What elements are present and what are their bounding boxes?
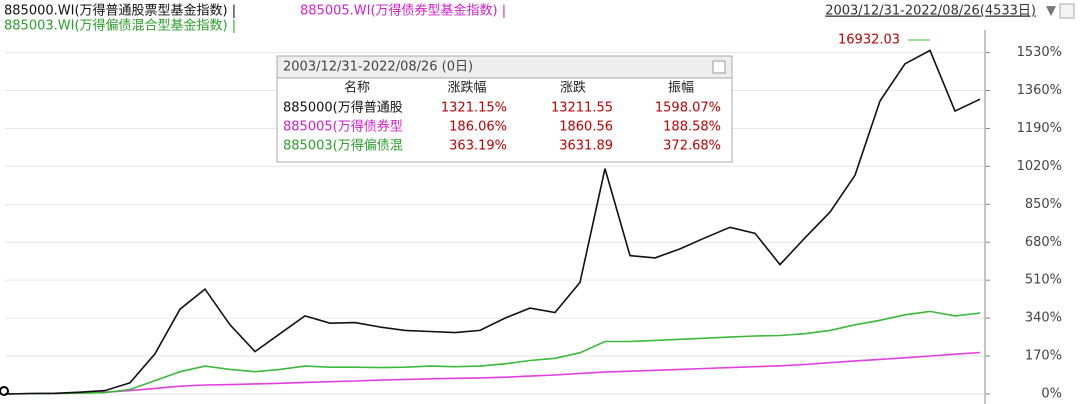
table-cell: 188.58% bbox=[663, 120, 721, 135]
data-line bbox=[4, 351, 981, 395]
y-tick-label: 0% bbox=[1041, 386, 1062, 401]
table-cell: 1860.56 bbox=[559, 120, 613, 135]
dropdown-icon[interactable]: ▼ bbox=[1046, 4, 1056, 19]
table-cell: 363.19% bbox=[449, 139, 507, 154]
table-cell: 885005(万得债券型 bbox=[283, 119, 403, 135]
y-tick-label: 1190% bbox=[1017, 121, 1062, 136]
table-cell: 1598.07% bbox=[655, 101, 721, 116]
table-cell: 885003(万得偏债混 bbox=[283, 138, 403, 154]
data-line bbox=[4, 310, 981, 395]
close-button[interactable] bbox=[712, 60, 726, 74]
legend-entry: 885003.WI(万得偏债混合型基金指数) | bbox=[4, 18, 236, 34]
legend-entry: 885005.WI(万得债券型基金指数) | bbox=[300, 3, 506, 19]
max-annotation: 16932.03 bbox=[838, 33, 900, 48]
table-header: 涨跌 bbox=[560, 80, 586, 96]
table-cell: 3631.89 bbox=[559, 139, 613, 154]
y-tick-label: 170% bbox=[1025, 349, 1062, 364]
y-tick-label: 340% bbox=[1025, 311, 1062, 326]
menu-icon[interactable] bbox=[1059, 3, 1075, 19]
table-cell: 885000(万得普通股 bbox=[283, 100, 403, 116]
table-header: 振幅 bbox=[668, 81, 694, 96]
table-header: 涨跌幅 bbox=[447, 80, 486, 96]
table-cell: 372.68% bbox=[663, 139, 721, 154]
date-range: 2003/12/31-2022/08/26(4533日) bbox=[825, 4, 1036, 19]
origin-marker bbox=[0, 386, 9, 396]
info-box-title: 2003/12/31-2022/08/26 (0日) bbox=[283, 60, 473, 75]
data-line bbox=[4, 49, 981, 395]
y-tick-label: 680% bbox=[1025, 235, 1062, 250]
y-tick-label: 1360% bbox=[1017, 83, 1062, 98]
y-tick-label: 1530% bbox=[1017, 45, 1062, 60]
y-tick-label: 510% bbox=[1025, 273, 1062, 288]
table-cell: 1321.15% bbox=[441, 101, 507, 116]
y-tick-label: 850% bbox=[1025, 197, 1062, 212]
table-cell: 186.06% bbox=[449, 120, 507, 135]
legend-entry: 885000.WI(万得普通股票型基金指数) | bbox=[4, 3, 236, 19]
table-header: 名称 bbox=[344, 80, 370, 96]
info-box-titlebar bbox=[276, 55, 733, 79]
y-tick-label: 1020% bbox=[1017, 159, 1062, 174]
table-cell: 13211.55 bbox=[551, 101, 613, 116]
